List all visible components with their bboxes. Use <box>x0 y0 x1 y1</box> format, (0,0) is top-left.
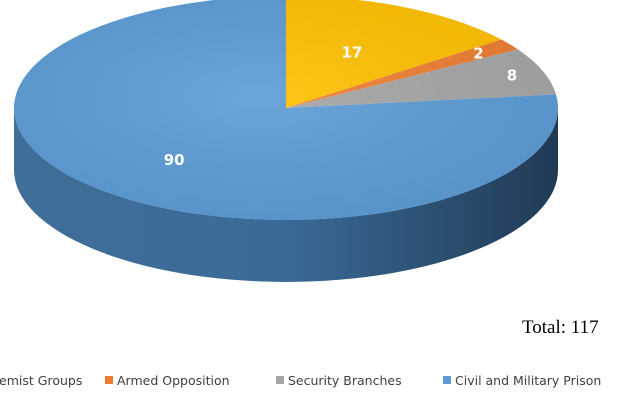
legend-swatch <box>443 376 451 384</box>
legend-label: Extremist Groups <box>0 373 82 388</box>
legend-item-security-branches: Security Branches <box>276 373 402 388</box>
legend-label: Civil and Military Prison <box>455 373 601 388</box>
data-label-civil-military-prison: 90 <box>164 151 185 169</box>
data-label-armed-opposition: 2 <box>473 44 483 62</box>
legend-swatch <box>105 376 113 384</box>
legend-item-civil-military-prison: Civil and Military Prison <box>443 373 601 388</box>
data-label-extremist-groups: 17 <box>342 44 363 62</box>
pie-side-wall <box>14 108 558 282</box>
data-label-security-branches: 8 <box>507 67 517 85</box>
legend-label: Armed Opposition <box>117 373 230 388</box>
legend-label: Security Branches <box>288 373 402 388</box>
legend-swatch <box>276 376 284 384</box>
total-label: Total: 117 <box>522 317 599 338</box>
legend-item-extremist-groups: Extremist Groups <box>0 373 82 388</box>
legend-item-armed-opposition: Armed Opposition <box>105 373 230 388</box>
legend: Extremist Groups Armed Opposition Security… <box>0 373 601 388</box>
